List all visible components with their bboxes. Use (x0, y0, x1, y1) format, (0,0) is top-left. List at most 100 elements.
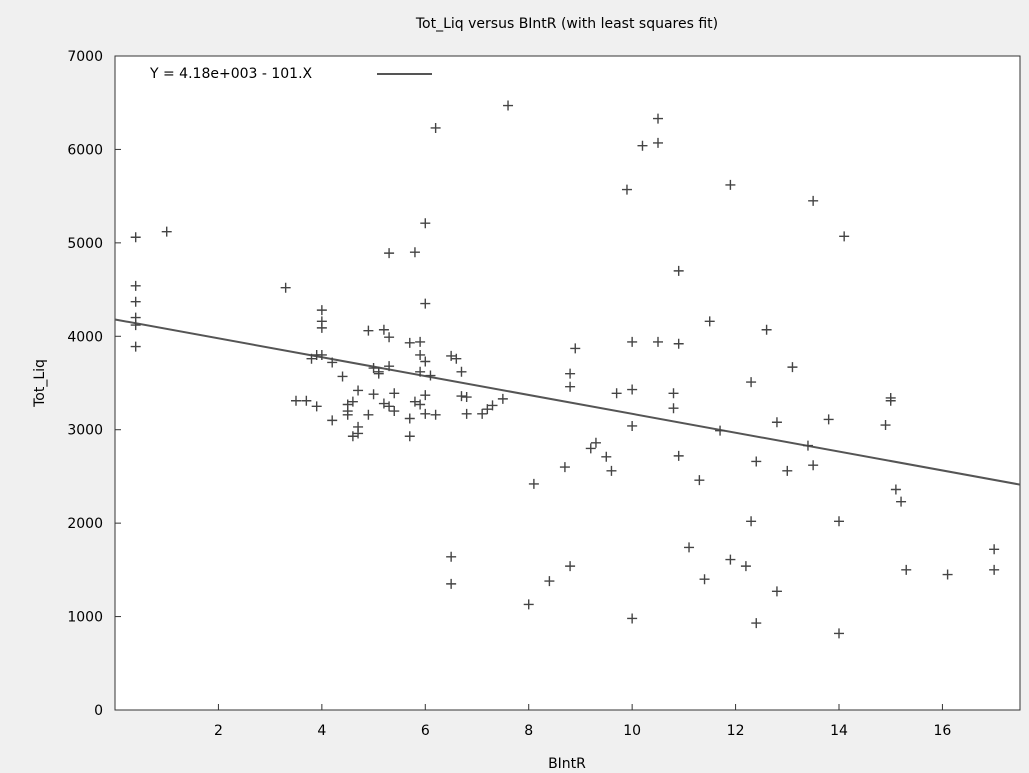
y-tick-label: 3000 (67, 423, 103, 439)
data-point (461, 392, 472, 403)
data-point (942, 569, 953, 580)
data-point (420, 356, 431, 367)
data-point (327, 357, 338, 368)
data-point (384, 332, 395, 343)
data-point (637, 140, 648, 151)
data-point (704, 316, 715, 327)
data-point (384, 248, 395, 259)
data-point (627, 613, 638, 624)
data-point (415, 336, 426, 347)
data-point (130, 280, 141, 291)
data-point (528, 478, 539, 489)
x-tick-label: 4 (317, 723, 326, 739)
data-point (497, 393, 508, 404)
data-point (751, 456, 762, 467)
data-point (808, 195, 819, 206)
data-point (291, 395, 301, 406)
data-point (337, 371, 348, 382)
data-point (306, 353, 317, 364)
data-point (353, 428, 364, 439)
data-point (621, 184, 632, 195)
x-axis-label: BIntR (548, 756, 586, 772)
data-point (316, 322, 327, 333)
data-point (415, 349, 426, 360)
data-point (808, 460, 819, 471)
data-point (673, 450, 684, 461)
data-point (420, 298, 431, 309)
data-point (585, 443, 596, 454)
data-point (389, 388, 400, 399)
data-point (378, 324, 389, 335)
data-point (715, 425, 726, 436)
data-point (668, 388, 679, 399)
data-point (699, 574, 710, 585)
data-point (347, 431, 358, 442)
data-point (415, 399, 426, 410)
data-point (544, 576, 555, 587)
data-point (627, 336, 638, 347)
data-point (606, 465, 617, 476)
data-point (363, 409, 374, 420)
data-point (161, 226, 172, 237)
data-point (565, 368, 576, 379)
y-tick-label: 0 (94, 703, 103, 719)
data-point (415, 366, 426, 377)
data-point (694, 475, 705, 486)
data-point (839, 231, 850, 242)
fit-line (114, 318, 1021, 486)
data-point (590, 437, 601, 448)
data-point (684, 542, 695, 553)
x-tick-label: 12 (727, 723, 745, 739)
data-point (446, 551, 457, 562)
y-tick-label: 7000 (67, 49, 103, 65)
data-point (130, 232, 141, 243)
data-point (456, 391, 467, 402)
data-point (404, 337, 415, 348)
data-point (653, 137, 663, 148)
data-point (446, 350, 457, 361)
data-point (487, 400, 498, 411)
x-tick-label: 14 (830, 723, 848, 739)
data-point (885, 395, 896, 406)
data-point (565, 561, 576, 572)
data-point (565, 381, 576, 392)
fit-line-group (114, 318, 1021, 486)
data-point (353, 385, 364, 396)
y-tick-label: 5000 (67, 236, 103, 252)
chart-title: Tot_Liq versus BIntR (with least squares… (415, 16, 718, 32)
data-point (130, 320, 141, 331)
data-point (420, 390, 431, 401)
data-point (834, 516, 844, 527)
data-point (477, 408, 488, 419)
x-tick-label: 8 (524, 723, 533, 739)
data-point (456, 366, 467, 377)
data-point (409, 247, 420, 258)
legend-fit-label: Y = 4.18e+003 - 101.X (149, 66, 313, 82)
data-point (890, 484, 901, 495)
data-point (316, 305, 327, 316)
data-point (896, 496, 907, 507)
data-point (130, 296, 141, 307)
x-tick-label: 6 (421, 723, 430, 739)
data-point (611, 388, 622, 399)
data-point (673, 265, 684, 276)
data-point (482, 404, 493, 415)
y-tick-label: 6000 (67, 142, 103, 158)
x-tick-label: 16 (934, 723, 952, 739)
data-point (771, 586, 782, 597)
legend: Y = 4.18e+003 - 101.X (149, 66, 432, 82)
data-point (834, 628, 844, 639)
data-point (378, 398, 389, 409)
data-point (347, 396, 358, 407)
x-tick-label: 2 (214, 723, 223, 739)
data-point (761, 324, 772, 335)
x-tick-label: 10 (623, 723, 641, 739)
data-point (880, 420, 891, 431)
data-point (668, 403, 679, 414)
data-point (384, 401, 395, 412)
data-point (404, 413, 415, 424)
data-point (404, 431, 415, 442)
data-point (409, 396, 420, 407)
data-point (746, 377, 757, 388)
